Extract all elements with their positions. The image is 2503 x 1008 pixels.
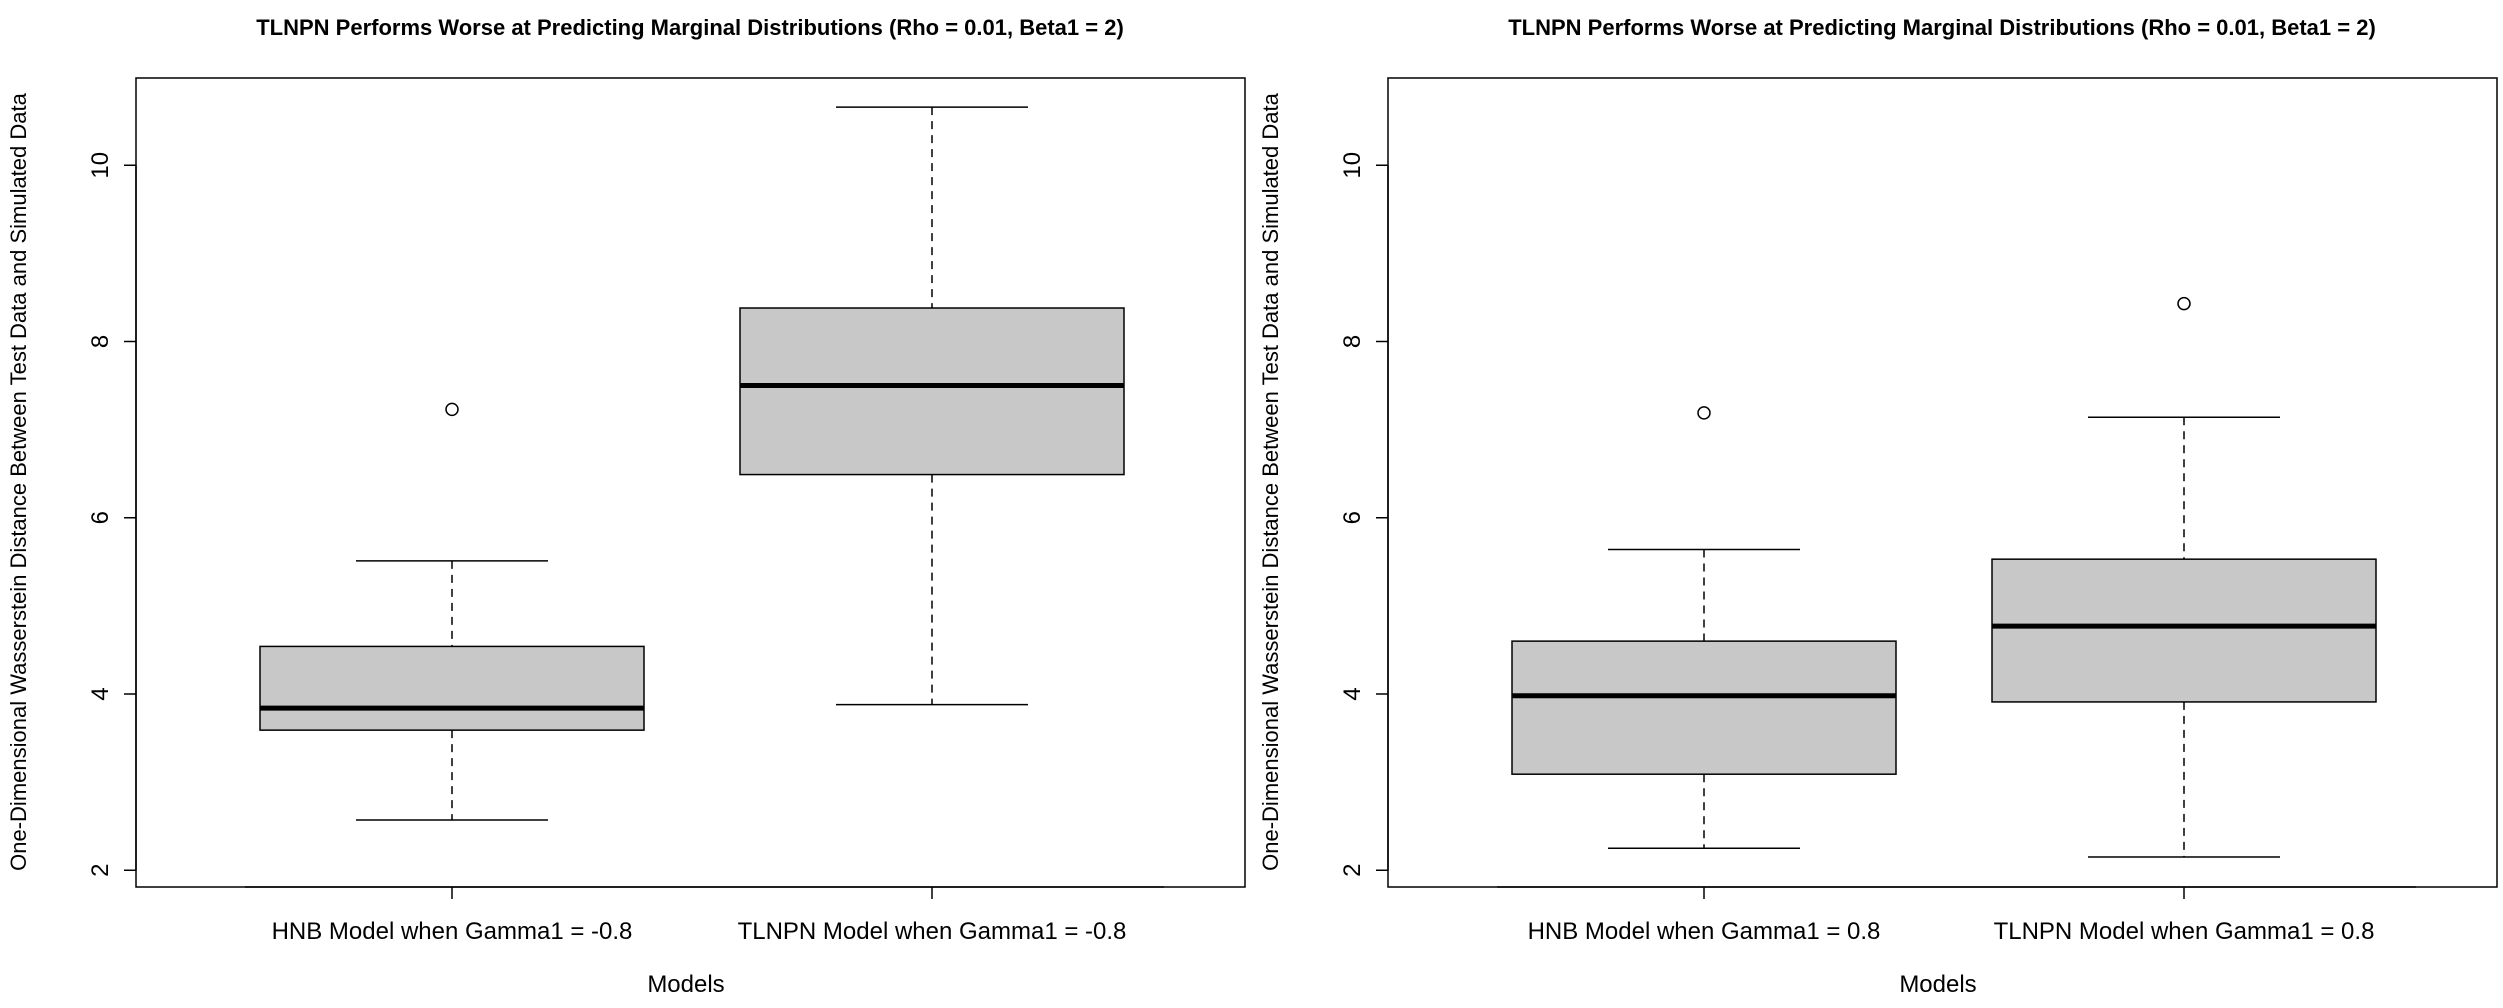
y-tick-label: 6 [87, 511, 114, 524]
right-panel: TLNPN Performs Worse at Predicting Margi… [1258, 15, 2498, 998]
box [1991, 558, 2377, 703]
chart-title: TLNPN Performs Worse at Predicting Margi… [1508, 15, 2376, 40]
chart-title: TLNPN Performs Worse at Predicting Margi… [256, 15, 1124, 40]
outlier-point [2177, 296, 2191, 311]
x-axis-label: Models [1899, 971, 1976, 998]
category-label: HNB Model when Gamma1 = -0.8 [272, 918, 633, 945]
x-axis-label: Models [647, 971, 724, 998]
category-label: HNB Model when Gamma1 = 0.8 [1528, 918, 1881, 945]
outlier-point [445, 402, 459, 417]
y-tick-label: 4 [87, 687, 114, 700]
y-tick-label: 10 [1339, 152, 1366, 179]
outlier-point [1697, 406, 1711, 420]
box [739, 307, 1125, 476]
y-tick-label: 10 [87, 152, 114, 179]
y-tick-label: 6 [1339, 511, 1366, 524]
box [1511, 640, 1897, 775]
y-tick-label: 4 [1339, 687, 1366, 700]
y-tick-label: 2 [87, 864, 114, 877]
category-label: TLNPN Model when Gamma1 = 0.8 [1994, 918, 2375, 945]
box [259, 645, 645, 731]
y-tick-label: 2 [1339, 864, 1366, 877]
plot-frame [135, 77, 1246, 888]
y-tick-label: 8 [87, 335, 114, 348]
category-label: TLNPN Model when Gamma1 = -0.8 [738, 918, 1127, 945]
y-axis-label: One-Dimensional Wasserstein Distance Bet… [6, 92, 31, 870]
y-tick-label: 8 [1339, 335, 1366, 348]
y-axis-label: One-Dimensional Wasserstein Distance Bet… [1258, 92, 1283, 870]
left-panel: TLNPN Performs Worse at Predicting Margi… [6, 15, 1246, 998]
